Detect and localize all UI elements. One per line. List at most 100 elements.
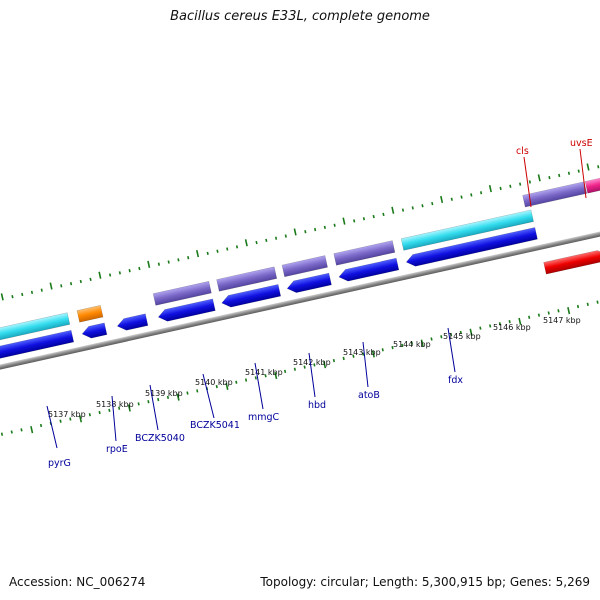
gene-label[interactable]: BCZK5040 — [135, 433, 185, 444]
scale-tick — [333, 223, 336, 227]
label-leader-line — [254, 362, 264, 410]
scale-tick — [342, 217, 346, 225]
gene-arrow-forward[interactable] — [281, 255, 328, 278]
gene-arrow-forward[interactable] — [157, 298, 216, 323]
scale-tick — [274, 371, 278, 380]
scale-label: 5139 kbp — [145, 389, 183, 398]
gene-arrow-forward[interactable] — [220, 284, 281, 308]
scale-label: 5147 kbp — [543, 316, 581, 325]
scale-tick — [519, 182, 522, 186]
scale-tick — [30, 426, 34, 434]
scale-tick — [40, 288, 43, 292]
scale-tick — [597, 165, 600, 169]
genome-backbone — [0, 220, 600, 381]
gene-arrow-forward[interactable] — [116, 313, 149, 332]
accession-text: Accession: NC_006274 — [9, 575, 146, 589]
gene-arrow-forward[interactable] — [584, 173, 600, 194]
gene-label[interactable]: BCZK5041 — [190, 420, 240, 431]
gene-label[interactable]: fdx — [448, 375, 463, 386]
scale-tick — [10, 430, 13, 434]
scale-tick — [420, 339, 424, 347]
gene-arrow-forward[interactable] — [216, 266, 278, 292]
gene-label[interactable]: pyrG — [48, 458, 71, 469]
label-leader-line — [308, 352, 316, 398]
gene-label[interactable]: rpoE — [106, 444, 128, 455]
gene-arrow-forward[interactable] — [400, 209, 534, 251]
scale-tick — [176, 393, 180, 401]
scale-tick — [499, 186, 502, 191]
scale-tick — [128, 269, 131, 273]
scale-tick — [547, 311, 550, 315]
gene-arrow-forward[interactable] — [333, 240, 396, 266]
scale-tick — [314, 227, 317, 232]
label-leader-line — [362, 341, 369, 388]
gene-label[interactable]: hbd — [308, 400, 326, 411]
scale-tick — [537, 174, 541, 182]
scale-tick — [254, 376, 257, 380]
scale-tick — [372, 214, 375, 219]
scale-tick — [235, 380, 238, 384]
scale-tick — [508, 319, 511, 324]
scale-tick — [479, 326, 482, 330]
gene-arrow-forward[interactable] — [338, 257, 400, 283]
scale-tick — [576, 304, 580, 309]
scale-tick — [470, 193, 473, 197]
gene-label[interactable]: atoB — [358, 390, 380, 401]
scale-tick — [323, 361, 327, 369]
scale-tick — [558, 173, 561, 178]
scale-tick — [137, 402, 140, 406]
scale-tick — [449, 332, 453, 337]
scale-tick — [293, 367, 296, 371]
gene-label[interactable]: uvsE — [570, 138, 593, 149]
scale-tick — [303, 365, 306, 369]
scale-tick — [195, 249, 200, 258]
gene-arrow-forward[interactable] — [76, 305, 104, 323]
scale-label: 5143 kbp — [343, 348, 381, 357]
scale-tick — [274, 236, 278, 240]
gene-arrow-forward[interactable] — [286, 272, 332, 294]
scale-label: 5141 kbp — [245, 368, 283, 377]
label-leader-line — [111, 395, 117, 442]
gene-label[interactable]: mmgC — [248, 412, 280, 423]
scale-tick — [264, 374, 267, 378]
scale-tick — [226, 247, 229, 251]
scale-label: 5140 kbp — [195, 378, 233, 387]
scale-tick — [59, 419, 62, 423]
gene-arrow-forward[interactable] — [405, 227, 538, 268]
gene-arrow-forward[interactable] — [152, 280, 212, 306]
scale-tick — [450, 197, 453, 201]
scale-tick — [567, 171, 571, 175]
scale-tick — [567, 307, 571, 315]
scale-tick — [127, 404, 131, 412]
scale-tick — [21, 292, 24, 297]
scale-tick — [528, 315, 531, 319]
scale-tick — [196, 389, 199, 393]
label-leader-line — [46, 405, 58, 449]
scale-tick — [244, 378, 248, 382]
scale-tick — [362, 352, 365, 356]
scale-tick — [20, 428, 23, 432]
gene-label[interactable]: cls — [516, 146, 529, 157]
scale-tick — [235, 245, 239, 249]
map-content — [0, 163, 600, 436]
scale-tick — [421, 204, 424, 208]
scale-tick — [353, 219, 356, 223]
scale-tick — [69, 282, 73, 286]
scale-tick — [118, 271, 121, 275]
gene-arrow-forward[interactable] — [81, 322, 108, 340]
map-title: Bacillus cereus E33L, complete genome — [170, 9, 430, 24]
scale-tick — [98, 271, 102, 279]
scale-tick — [332, 358, 336, 363]
scale-tick — [401, 208, 405, 212]
scale-tick — [187, 256, 190, 260]
gene-arrow-reverse[interactable] — [543, 249, 600, 275]
scale-tick — [293, 228, 297, 236]
gene-arrow-forward[interactable] — [0, 312, 71, 347]
gene-arrow-forward[interactable] — [0, 329, 75, 363]
scale-tick — [469, 328, 473, 336]
genome-summary-text: Topology: circular; Length: 5,300,915 bp… — [260, 575, 590, 589]
scale-label: 5142 kbp — [293, 358, 331, 367]
scale-tick — [586, 302, 589, 306]
gene-arrow-forward[interactable] — [522, 181, 588, 208]
